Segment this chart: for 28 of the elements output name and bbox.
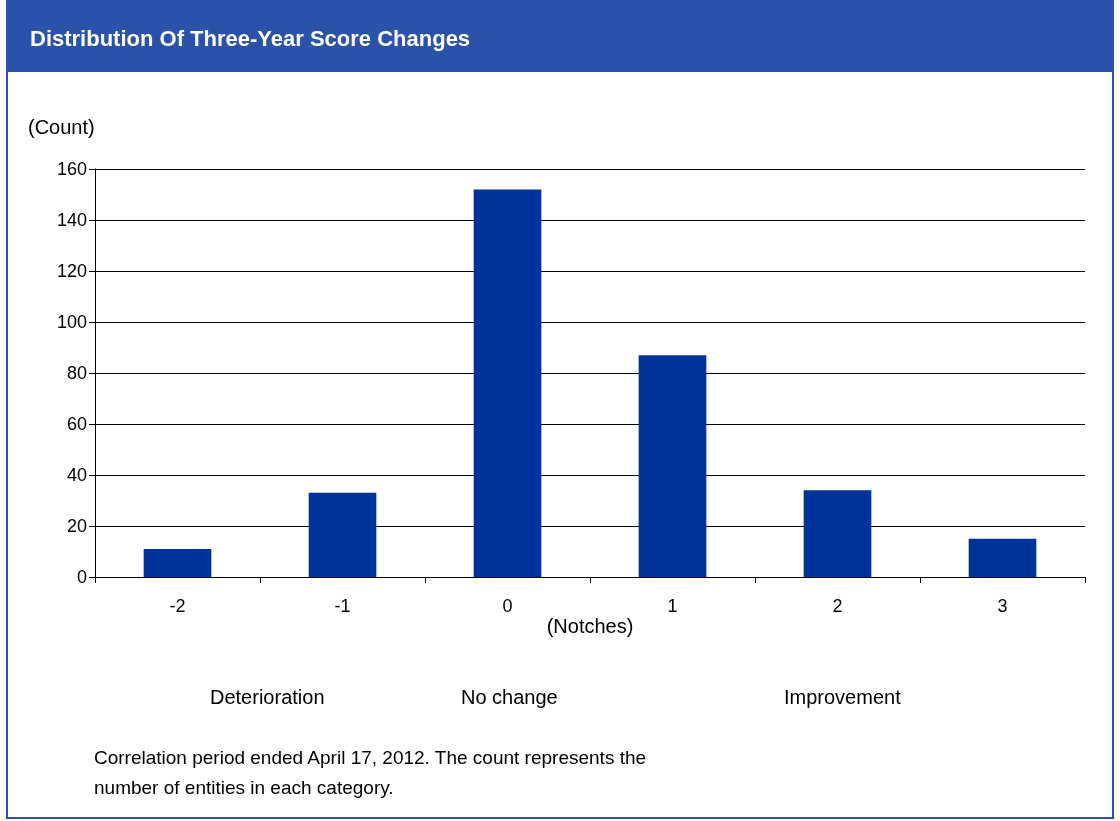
- bar: [143, 548, 212, 577]
- y-axis-title: (Count): [28, 116, 95, 139]
- y-tick-label: 0: [76, 567, 87, 587]
- x-axis-title: (Notches): [546, 614, 634, 637]
- bar: [638, 355, 707, 577]
- y-tick-label: 140: [56, 210, 87, 230]
- text: Deterioration: [210, 686, 325, 709]
- y-tick-label: 80: [66, 363, 87, 383]
- bar: [308, 492, 377, 577]
- chart-title: Distribution Of Three-Year Score Changes: [6, 0, 1114, 72]
- y-tick-label: 160: [56, 159, 87, 179]
- y-tick-label: 40: [66, 465, 87, 485]
- bar: [473, 189, 542, 577]
- text: No change: [461, 686, 558, 709]
- x-tick-label: -1: [334, 596, 351, 616]
- x-tick-label: -2: [169, 596, 186, 616]
- text: Correlation period ended April 17, 2012. The count represents the number of entities in each category.: [94, 746, 648, 800]
- x-tick-label: 3: [997, 596, 1008, 616]
- text: Improvement: [784, 686, 901, 709]
- x-tick-label: 0: [502, 596, 513, 616]
- x-tick-label: 2: [832, 596, 843, 616]
- bar: [968, 538, 1037, 577]
- x-tick-label: 1: [667, 596, 678, 616]
- y-tick-label: 60: [66, 414, 87, 434]
- y-tick-label: 120: [56, 261, 87, 281]
- y-tick-label: 100: [56, 312, 87, 332]
- bar: [803, 490, 872, 577]
- y-tick-label: 20: [66, 516, 87, 536]
